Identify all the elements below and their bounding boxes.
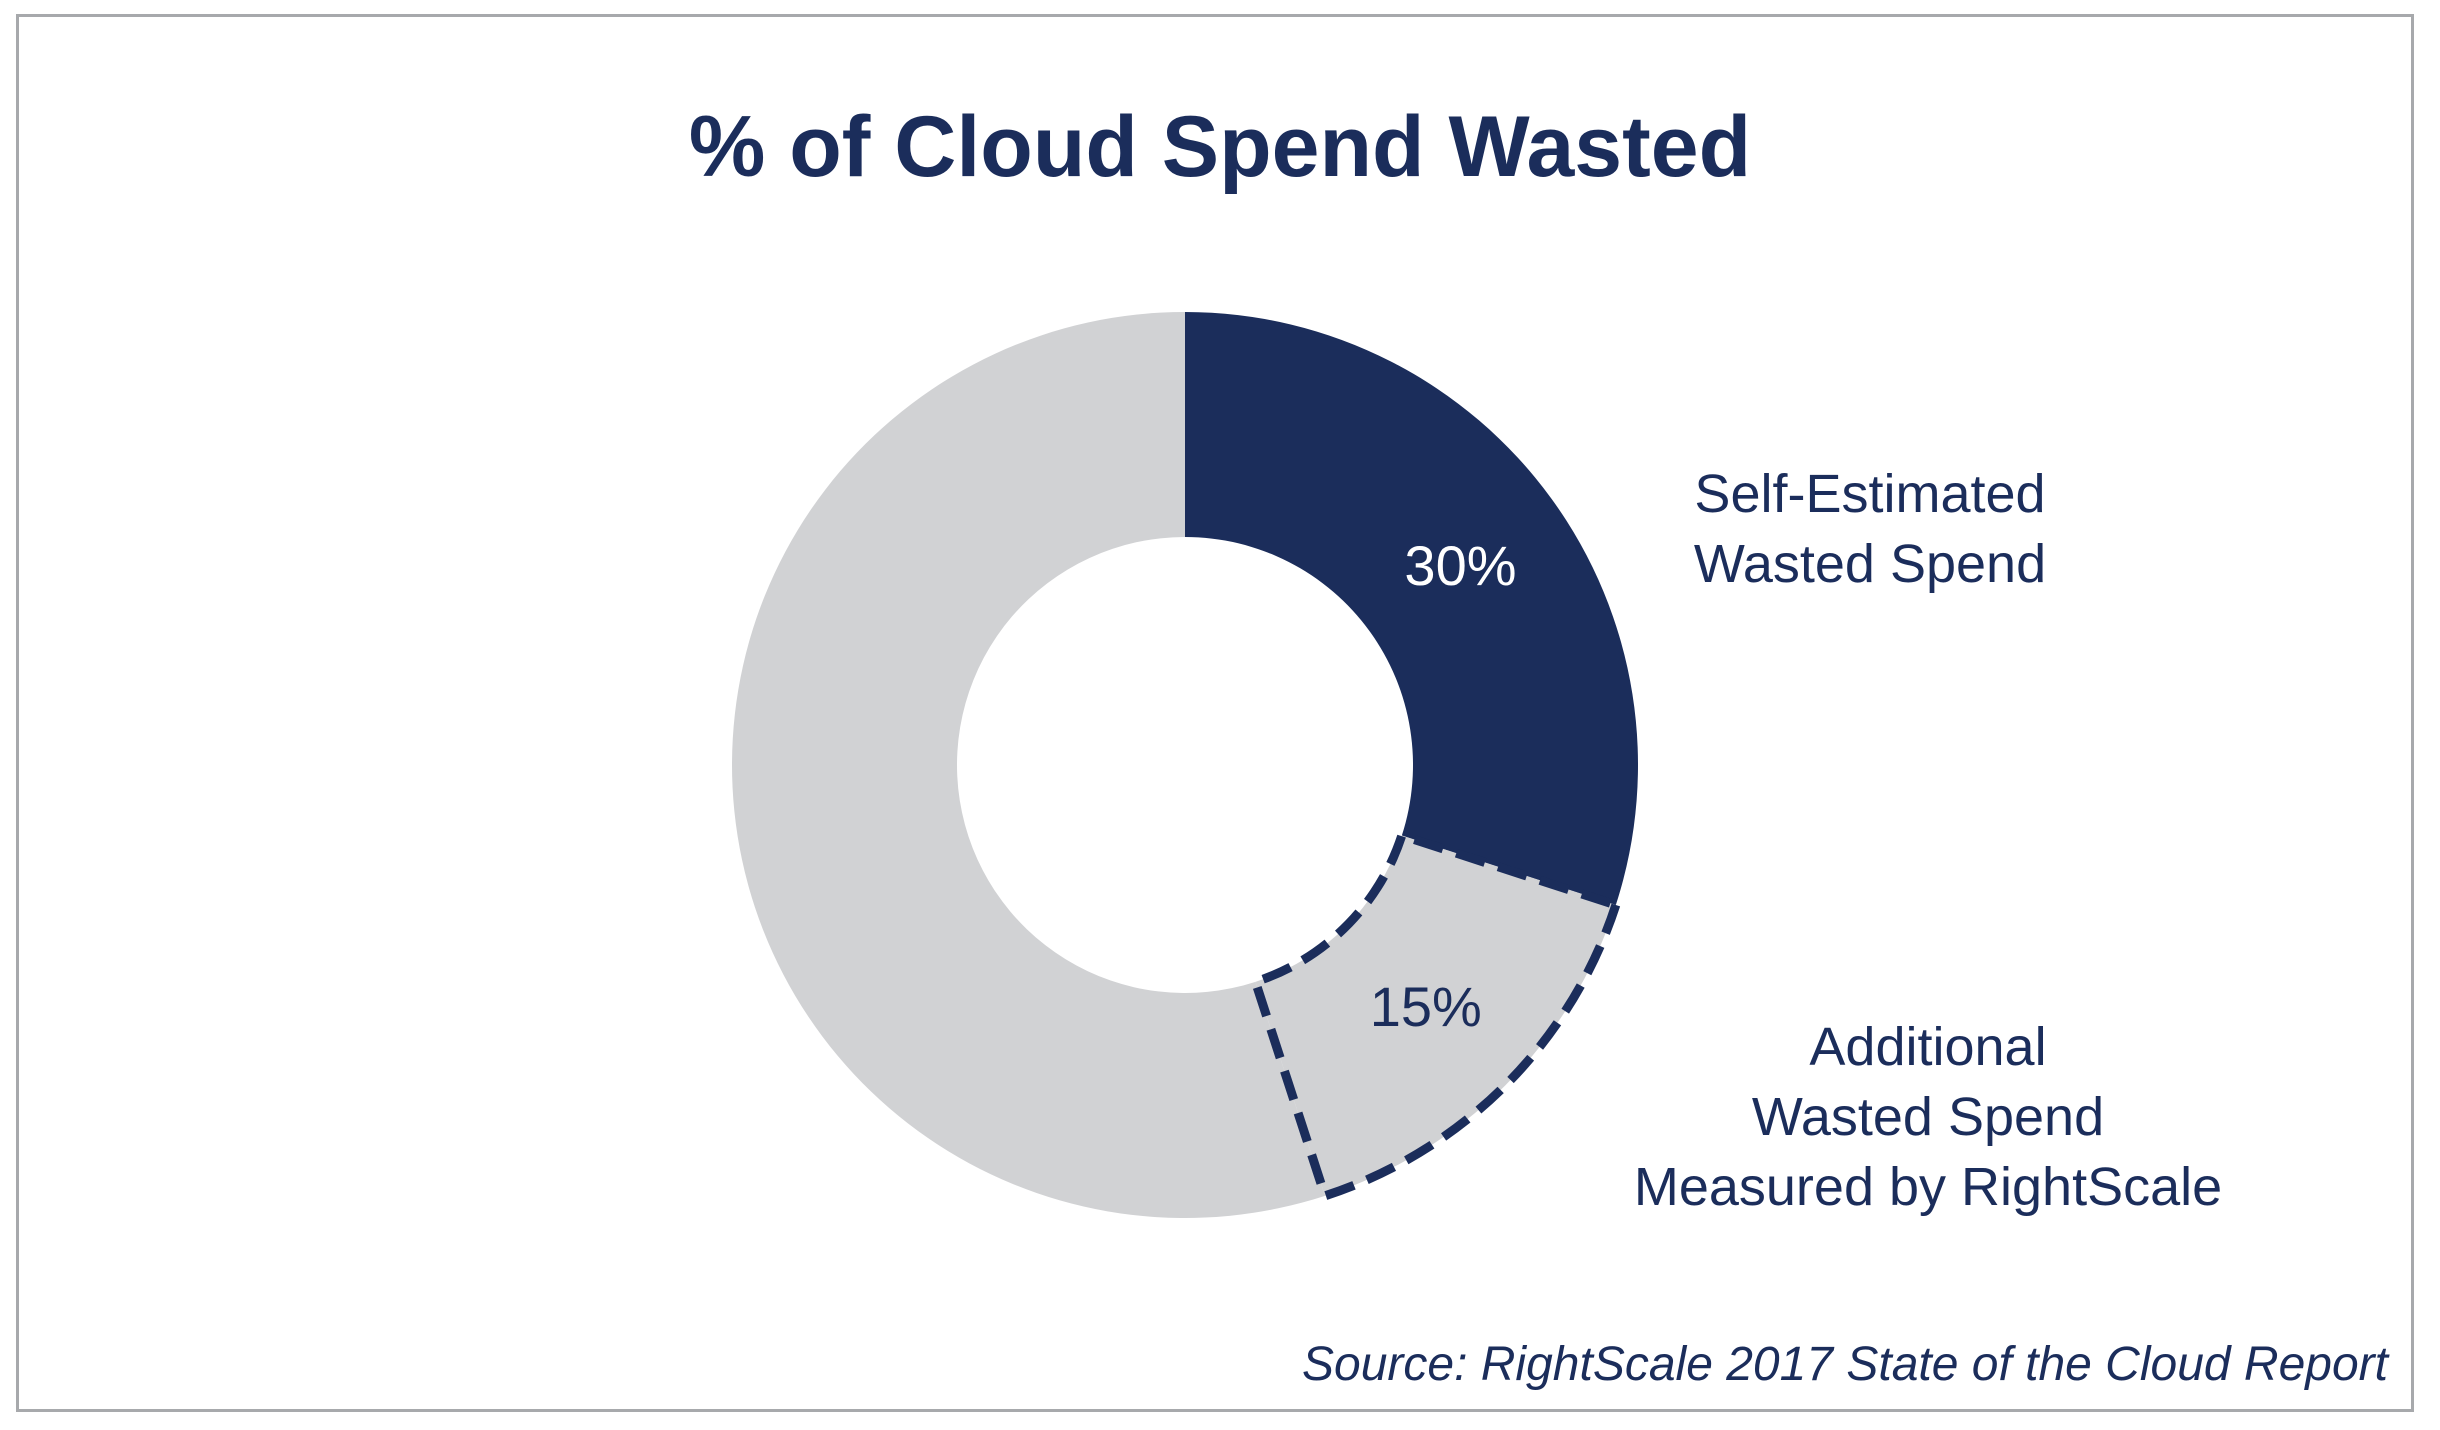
slice-remaining-spend: [731, 312, 1325, 1218]
source-note: Source: RightScale 2017 State of the Clo…: [1302, 1338, 2390, 1391]
value-label-self-estimated-wasted-spend: 30%: [1404, 534, 1516, 597]
category-label-line: Self-Estimated: [1694, 464, 2045, 524]
donut-slices: [731, 312, 1638, 1218]
slice-self-estimated-wasted-spend: [1185, 312, 1638, 905]
chart-title: % of Cloud Spend Wasted: [689, 99, 1751, 195]
category-label-line: Additional: [1809, 1017, 2046, 1077]
category-label-line: Wasted Spend: [1752, 1087, 2104, 1147]
slice-outlines: [1249, 829, 1622, 1202]
category-label-line: Measured by RightScale: [1634, 1157, 2222, 1217]
slice-value-labels: 30% 15%: [1370, 534, 1517, 1038]
category-label-additional-wasted-spend-measured-by-rightscale: Additional Wasted Spend Measured by RightS…: [1634, 1017, 2222, 1217]
slice-additional-wasted-spend-measured-by-rightscale: [1255, 835, 1616, 1196]
category-label-line: Wasted Spend: [1694, 534, 2046, 594]
slice-category-labels: Self-Estimated Wasted Spend Additional Wast…: [1634, 464, 2222, 1217]
value-label-additional-wasted-spend-measured-by-rightscale: 15%: [1370, 975, 1482, 1038]
category-label-self-estimated-wasted-spend: Self-Estimated Wasted Spend: [1694, 464, 2046, 594]
slice-outline-additional-wasted-spend-measured-by-rightscale: [1249, 829, 1622, 1202]
